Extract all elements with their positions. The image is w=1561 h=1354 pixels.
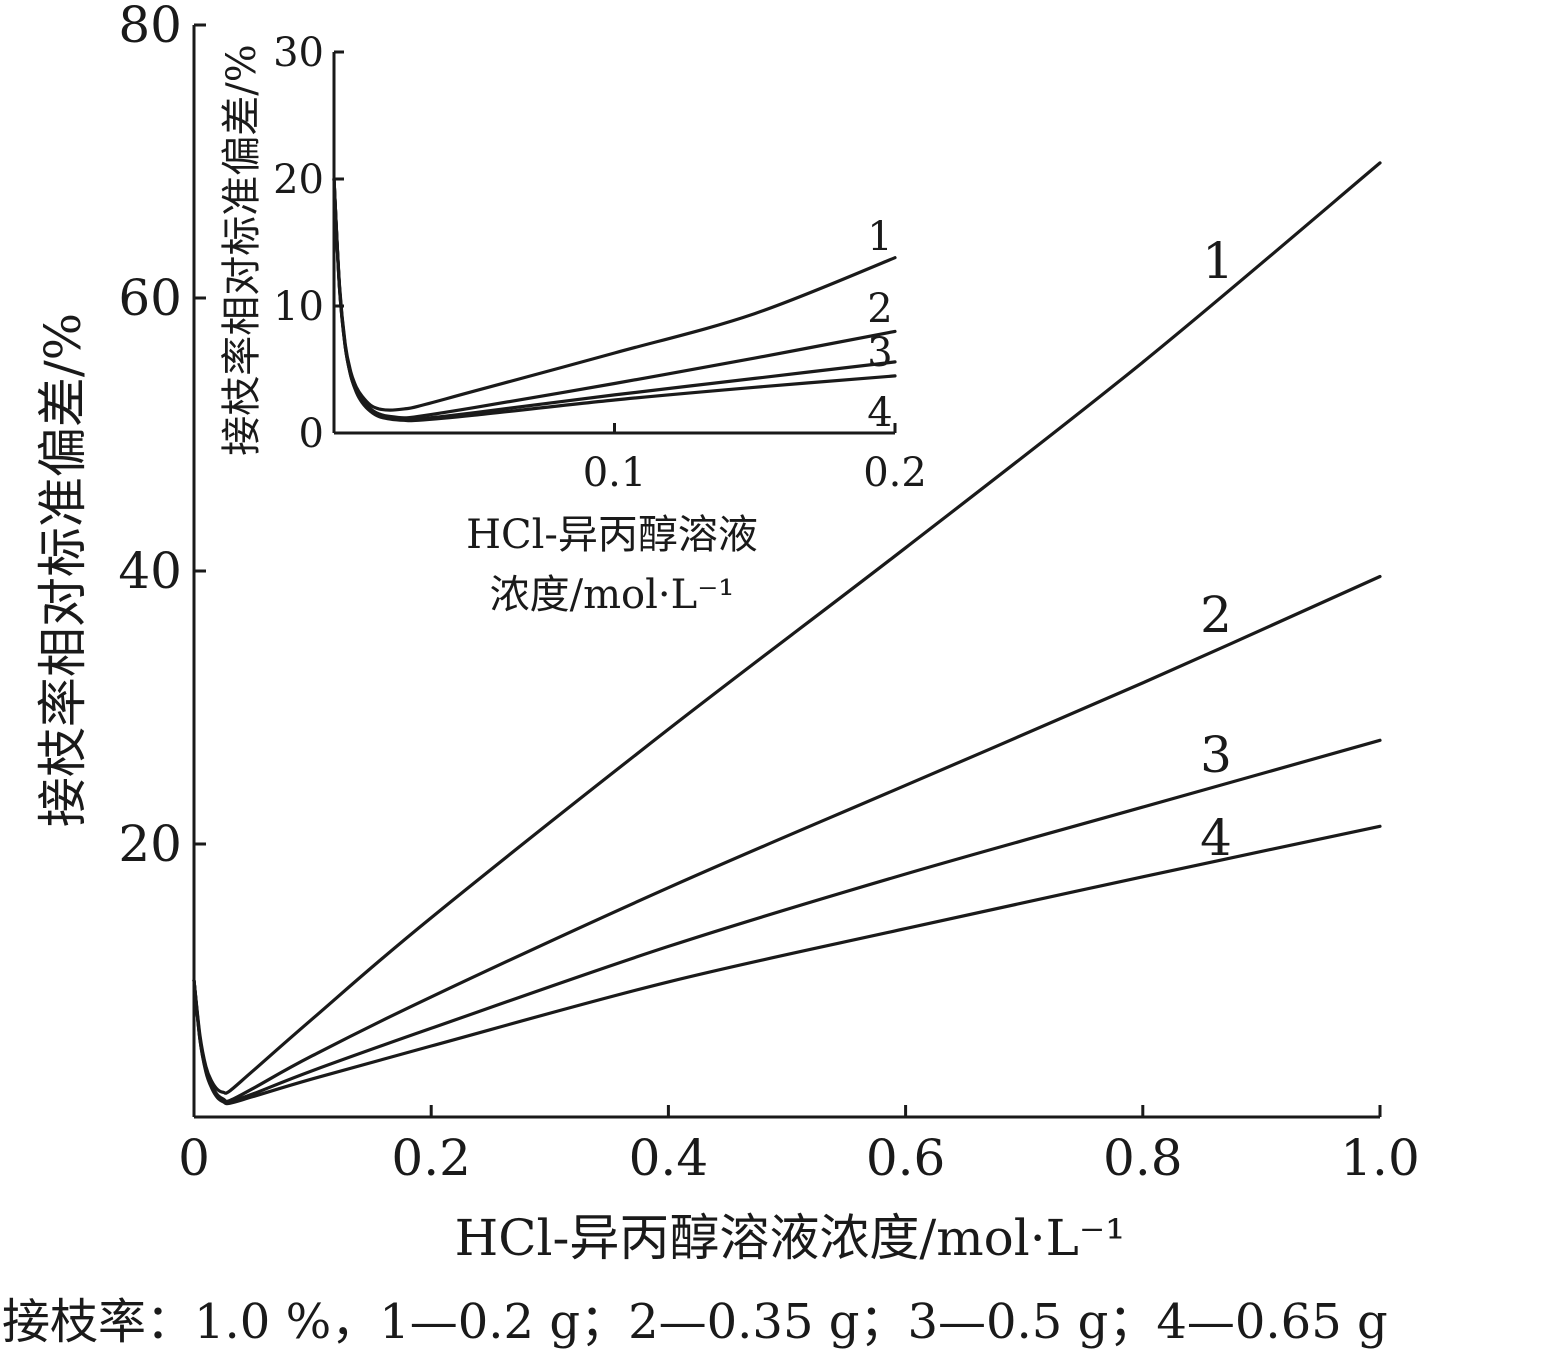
main-series-labels: 1 2 3 4 xyxy=(1200,232,1234,867)
inset-chart: 0.1 0.2 0 10 20 30 1 23 4 接枝率相对标准偏差/% HCl-异丙醇溶液… xyxy=(219,30,927,618)
main-x-tick-label: 0 xyxy=(178,1129,210,1187)
inset-x-axis-title-line2: 浓度/mol·L⁻¹ xyxy=(490,572,735,618)
main-series-line-1 xyxy=(192,161,1382,1095)
inset-series-line-1 xyxy=(332,177,897,412)
main-x-axis-title: HCl-异丙醇溶液浓度/mol·L⁻¹ xyxy=(455,1209,1126,1267)
main-x-tick-label: 0.6 xyxy=(866,1129,946,1187)
main-x-tick-label: 0.8 xyxy=(1103,1129,1183,1187)
main-x-tick-label: 0.4 xyxy=(629,1129,709,1187)
inset-series-label-3: 3 xyxy=(867,330,892,376)
inset-y-tick-label: 10 xyxy=(273,284,324,330)
inset-series-group xyxy=(332,177,897,423)
main-y-tick-label: 60 xyxy=(118,269,182,327)
main-y-tick-label: 20 xyxy=(118,815,182,873)
inset-series-line-4 xyxy=(332,177,897,423)
inset-x-axis-title-line1: HCl-异丙醇溶液 xyxy=(466,512,758,558)
main-y-axis-title: 接枝率相对标准偏差/% xyxy=(34,313,92,827)
main-series-label-4: 4 xyxy=(1200,809,1232,867)
figure-caption: 接枝率：1.0 %，1—0.2 g；2—0.35 g；3—0.5 g；4—0.6… xyxy=(2,1294,1388,1350)
main-series-line-3 xyxy=(192,738,1382,1104)
main-series-group xyxy=(192,161,1382,1106)
inset-x-tick-label: 0.1 xyxy=(583,450,647,496)
inset-series-labels: 1 23 4 xyxy=(867,214,892,436)
main-series-line-4 xyxy=(192,824,1382,1106)
main-series-label-3: 3 xyxy=(1200,726,1232,784)
main-series-label-2: 2 xyxy=(1200,586,1232,644)
main-x-tick-label: 0.2 xyxy=(391,1129,471,1187)
inset-y-axis-title: 接枝率相对标准偏差/% xyxy=(219,44,265,455)
inset-series-label-4: 4 xyxy=(867,390,892,436)
main-series-label-1: 1 xyxy=(1202,232,1234,290)
inset-y-tick-label: 0 xyxy=(299,411,324,457)
inset-y-tick-label: 30 xyxy=(273,30,324,76)
main-x-tick-label: 1.0 xyxy=(1340,1129,1420,1187)
inset-ticks: 0.1 0.2 0 10 20 30 xyxy=(273,30,927,496)
main-y-tick-label: 80 xyxy=(118,0,182,54)
main-y-tick-label: 40 xyxy=(118,542,182,600)
inset-series-label-2: 2 xyxy=(867,286,892,332)
inset-x-tick-label: 0.2 xyxy=(863,450,927,496)
inset-y-tick-label: 20 xyxy=(273,157,324,203)
inset-series-label-1: 1 xyxy=(867,214,892,260)
